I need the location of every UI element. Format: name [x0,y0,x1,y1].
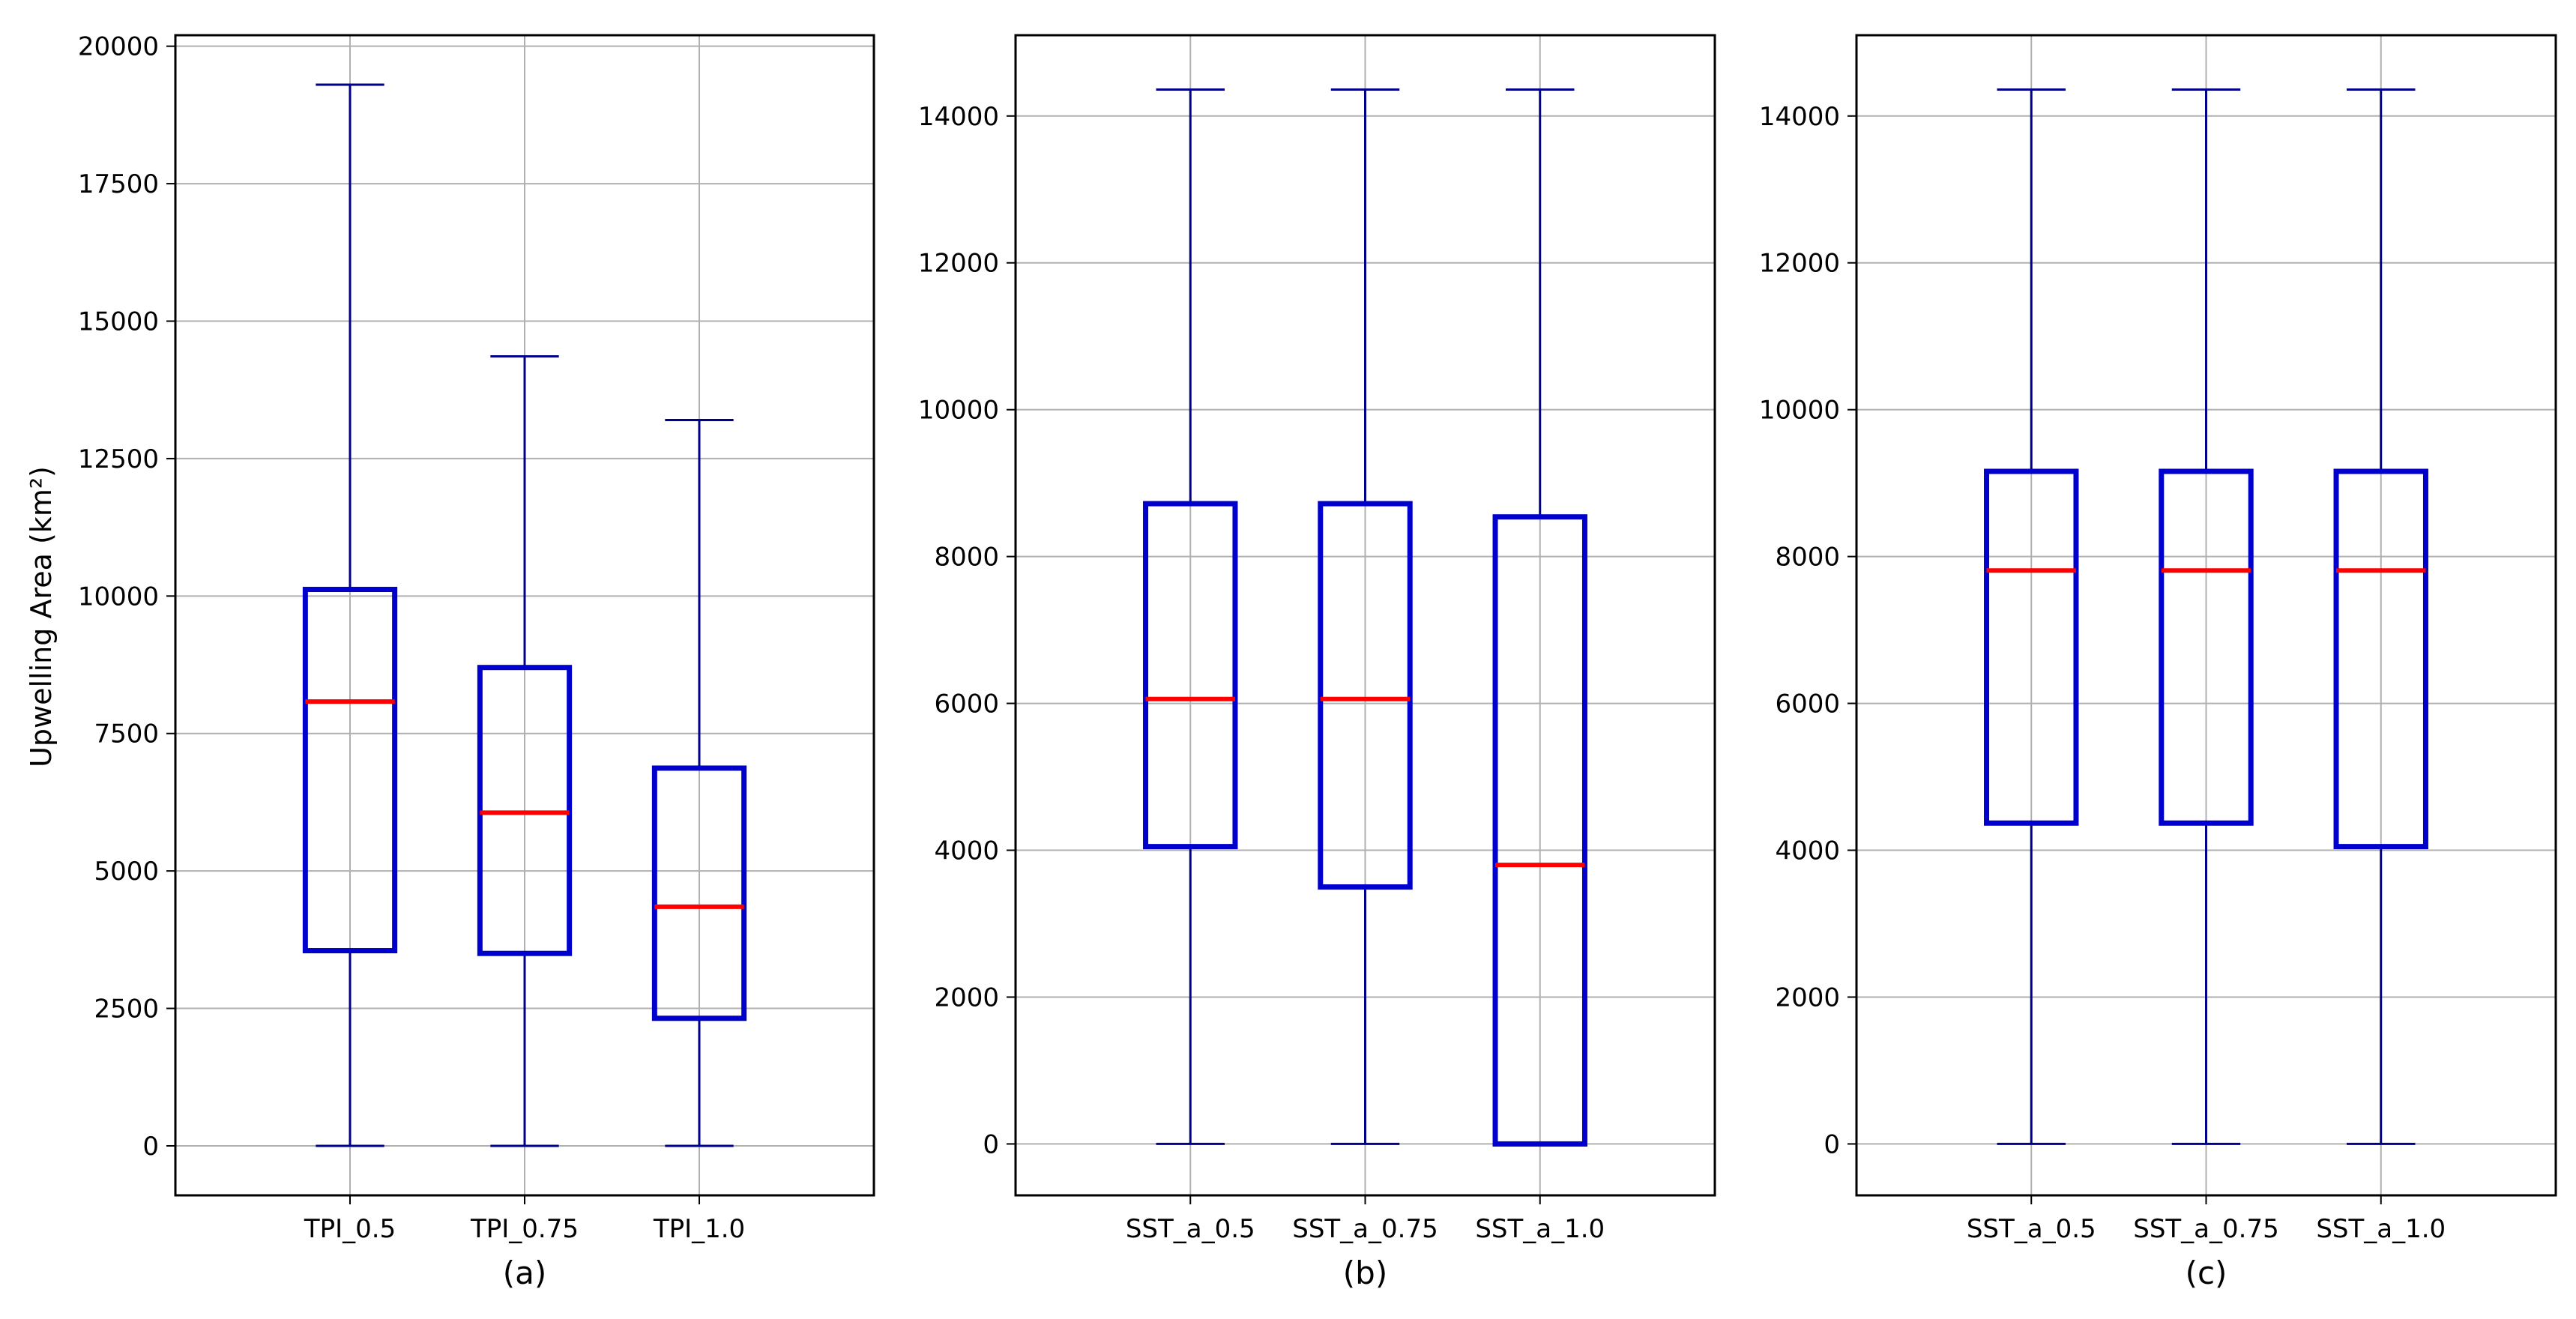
y-tick-label: 2000 [1775,983,1840,1012]
x-tick-label: SST_a_1.0 [2316,1214,2446,1244]
x-tick-label: SST_a_0.5 [1967,1214,2096,1244]
panel-b: 0 2000 4000 6000 8000 10000 12000 14000 SST_a_0.… [918,34,1716,1291]
axes-frame [1014,34,1716,1197]
y-tick-label: 8000 [1775,543,1840,573]
x-tick-label: SST_a_1.0 [1475,1214,1605,1244]
box-iqr [302,587,398,954]
box-iqr [651,765,747,1021]
y-tick-label: 2500 [94,994,159,1024]
x-tick-label: SST_a_0.5 [1126,1214,1255,1244]
y-tick-label: 12500 [78,444,159,474]
y-tick-label: 14000 [918,102,999,132]
x-tick-label: TPI_0.75 [470,1214,579,1244]
y-tick-label: 0 [1824,1129,1840,1159]
panel-c: 0 2000 4000 6000 8000 10000 12000 14000 SST_a_0.… [1759,34,2557,1291]
y-tick-label: 12000 [918,249,999,279]
x-tick-label: SST_a_0.75 [1292,1214,1438,1244]
x-tick-label: TPI_1.0 [653,1214,745,1244]
y-tick-label: 15000 [78,307,159,336]
box-iqr [1143,501,1238,850]
panel-label: (a) [503,1255,547,1291]
y-tick-label: 10000 [918,396,999,426]
y-tick-label: 12000 [1759,249,1840,279]
y-tick-label: 4000 [934,836,999,866]
y-tick-label: 7500 [94,719,159,749]
box-iqr [1984,468,2079,826]
y-tick-label: 10000 [1759,396,1840,426]
y-tick-label: 14000 [1759,102,1840,132]
panel-label: (b) [1343,1255,1387,1291]
panel-a: 0 2500 5000 7500 10000 12500 15000 17500 20000 TP… [78,32,875,1291]
axes-frame [1855,34,2557,1197]
y-tick-label: 8000 [934,543,999,573]
box-iqr [2333,468,2428,850]
y-tick-label: 17500 [78,169,159,199]
y-tick-label: 20000 [78,32,159,62]
box-iqr [2159,468,2254,826]
y-tick-label: 6000 [1775,689,1840,719]
box-iqr [1492,514,1587,1147]
y-tick-label: 10000 [78,582,159,612]
axes-frame [174,34,875,1197]
x-tick-label: TPI_0.5 [304,1214,396,1244]
y-tick-label: 6000 [934,689,999,719]
y-axis-label: Upwelling Area (km²) [25,466,58,767]
y-tick-label: 0 [142,1132,159,1162]
panel-label: (c) [2186,1255,2227,1291]
box-iqr [1318,501,1413,890]
y-tick-label: 2000 [934,983,999,1012]
y-tick-label: 5000 [94,857,159,887]
y-tick-label: 0 [983,1129,999,1159]
x-tick-label: SST_a_0.75 [2133,1214,2278,1244]
y-tick-label: 4000 [1775,836,1840,866]
